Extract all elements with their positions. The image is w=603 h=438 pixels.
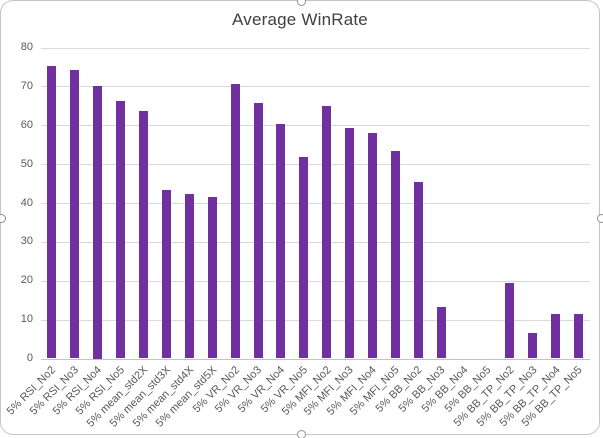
gridline-20 — [40, 280, 590, 282]
bar-5% BB_TP_No3[interactable] — [528, 333, 538, 359]
bar-5% VR_No3[interactable] — [253, 103, 263, 359]
gridline-40 — [40, 203, 590, 204]
y-tick-label-10: 10 — [20, 313, 33, 326]
bar-5% RSI_No5[interactable] — [116, 100, 126, 359]
y-tick-label-80: 80 — [20, 41, 33, 53]
bar-5% mean_std2X[interactable] — [139, 110, 149, 359]
gridline-50 — [40, 164, 590, 166]
gridline-10 — [40, 319, 590, 321]
bar-5% BB_No2[interactable] — [413, 182, 423, 359]
gridline-60 — [40, 125, 590, 127]
bar-5% BB_TP_No4[interactable] — [551, 314, 561, 359]
bar-5% mean_std4X[interactable] — [184, 194, 194, 359]
y-tick-label-20: 20 — [20, 274, 33, 287]
chart-title[interactable]: Average WinRate — [232, 10, 368, 29]
y-tick-label-60: 60 — [20, 118, 33, 131]
y-tick-label-50: 50 — [20, 157, 33, 170]
bar-5% RSI_No3[interactable] — [70, 70, 80, 359]
bar-5% BB_No3[interactable] — [436, 307, 446, 359]
bar-5% BB_TP_No2[interactable] — [505, 283, 515, 359]
bar-5% VR_No2[interactable] — [230, 84, 240, 359]
bar-5% RSI_No2[interactable] — [47, 66, 57, 359]
bar-5% BB_TP_No5[interactable] — [574, 314, 584, 359]
bar-5% VR_No5[interactable] — [299, 157, 309, 359]
y-tick-label-30: 30 — [20, 235, 33, 248]
bar-5% VR_No4[interactable] — [276, 124, 286, 359]
y-tick-label-70: 70 — [20, 79, 33, 92]
bar-5% MFI_No3[interactable] — [345, 128, 355, 359]
gridline-70 — [40, 86, 590, 88]
bar-5% MFI_No2[interactable] — [322, 106, 332, 359]
y-tick-label-40: 40 — [20, 196, 33, 209]
bar-5% RSI_No4[interactable] — [93, 86, 103, 359]
resize-handle-right[interactable] — [596, 213, 603, 223]
gridline-80 — [40, 47, 590, 49]
resize-handle-left[interactable] — [0, 213, 6, 223]
bar-5% mean_std3X[interactable] — [161, 190, 171, 359]
resize-handle-top[interactable] — [296, 0, 306, 6]
y-tick-label-0: 0 — [26, 352, 33, 364]
x-axis-line — [40, 358, 590, 360]
bar-5% mean_std5X[interactable] — [207, 197, 217, 359]
bar-5% MFI_No5[interactable] — [390, 150, 400, 359]
bar-5% MFI_No4[interactable] — [367, 133, 377, 359]
gridline-30 — [40, 241, 590, 243]
resize-handle-bottom[interactable] — [296, 430, 306, 438]
